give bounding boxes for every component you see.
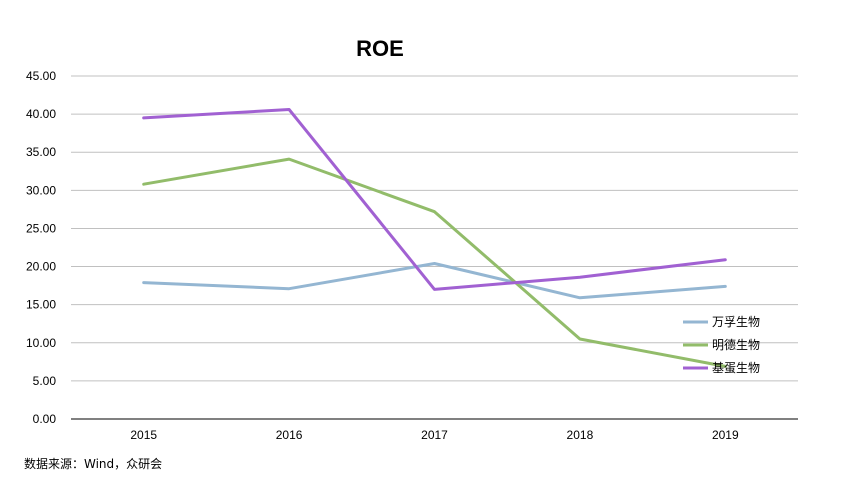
y-tick-label: 35.00 xyxy=(26,145,56,159)
y-tick-label: 25.00 xyxy=(26,221,56,235)
legend-label: 万孚生物 xyxy=(712,315,760,329)
y-tick-label: 15.00 xyxy=(26,298,56,312)
x-tick-label: 2015 xyxy=(130,428,157,442)
legend-label: 基蛋生物 xyxy=(712,361,760,375)
y-tick-label: 0.00 xyxy=(33,412,57,426)
series-line-3 xyxy=(142,108,727,291)
y-tick-label: 40.00 xyxy=(26,107,56,121)
y-tick-label: 45.00 xyxy=(26,69,56,83)
y-axis: 0.00 5.00 10.00 15.00 20.00 25.00 30.00 35.00 40… xyxy=(26,69,56,426)
x-axis: 2015 2016 2017 2018 2019 xyxy=(71,418,798,442)
y-tick-label: 30.00 xyxy=(26,183,56,197)
x-tick-label: 2017 xyxy=(421,428,448,442)
series-line-2 xyxy=(142,157,727,368)
y-tick-label: 10.00 xyxy=(26,336,56,350)
legend-label: 明德生物 xyxy=(712,337,760,352)
y-tick-label: 5.00 xyxy=(33,374,57,388)
chart-title: ROE xyxy=(356,36,404,61)
x-tick-label: 2018 xyxy=(567,428,594,442)
source-note: 数据来源：Wind，众研会 xyxy=(24,457,163,471)
series-lines xyxy=(142,108,727,368)
series-line-1 xyxy=(142,262,727,300)
x-tick-label: 2016 xyxy=(276,428,303,442)
x-tick-label: 2019 xyxy=(712,428,739,442)
y-tick-label: 20.00 xyxy=(26,260,56,274)
gridlines xyxy=(71,75,798,382)
